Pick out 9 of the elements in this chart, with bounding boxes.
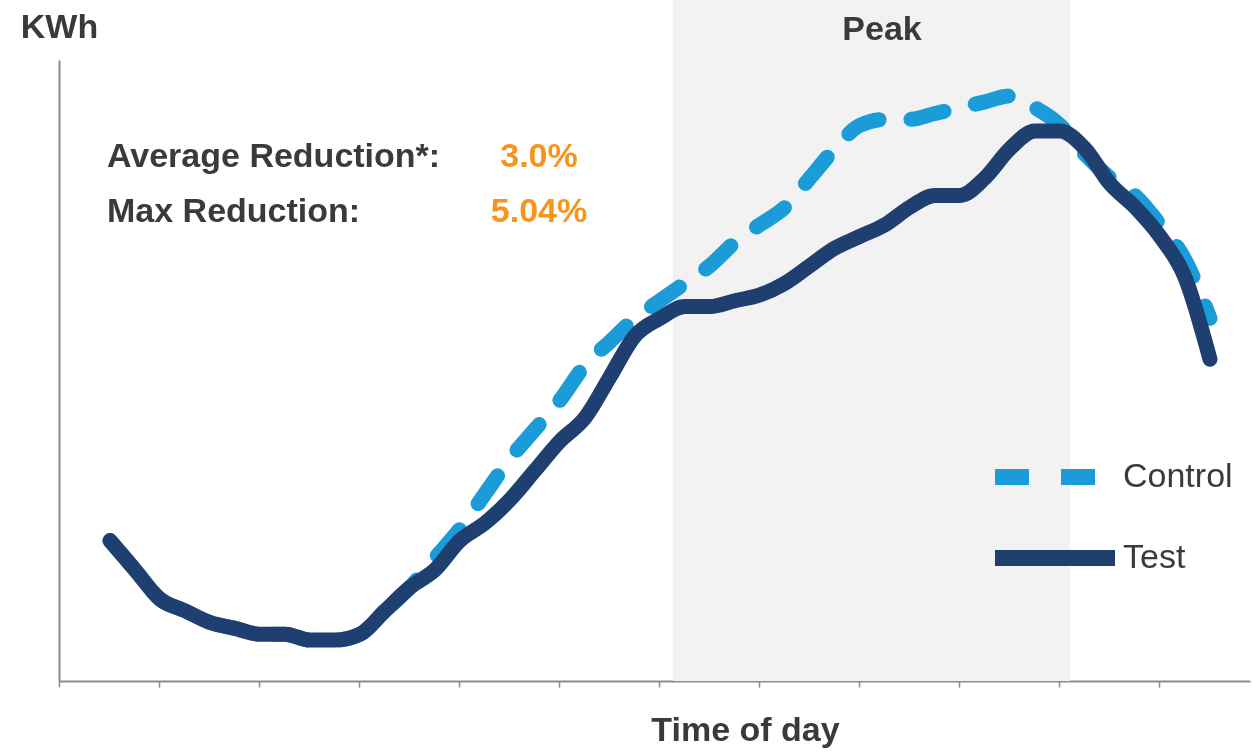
- x-axis-title: Time of day: [651, 709, 840, 748]
- legend-label: Control: [1123, 456, 1233, 494]
- y-axis-title: KWh: [20, 6, 99, 45]
- text: Peak: [842, 9, 922, 47]
- annotation: Average Reduction*:: [107, 136, 441, 174]
- annotation: 3.0%: [500, 136, 578, 174]
- annotation: Max Reduction:: [107, 191, 361, 229]
- annotation: 5.04%: [490, 191, 588, 229]
- legend-label: Test: [1123, 537, 1186, 575]
